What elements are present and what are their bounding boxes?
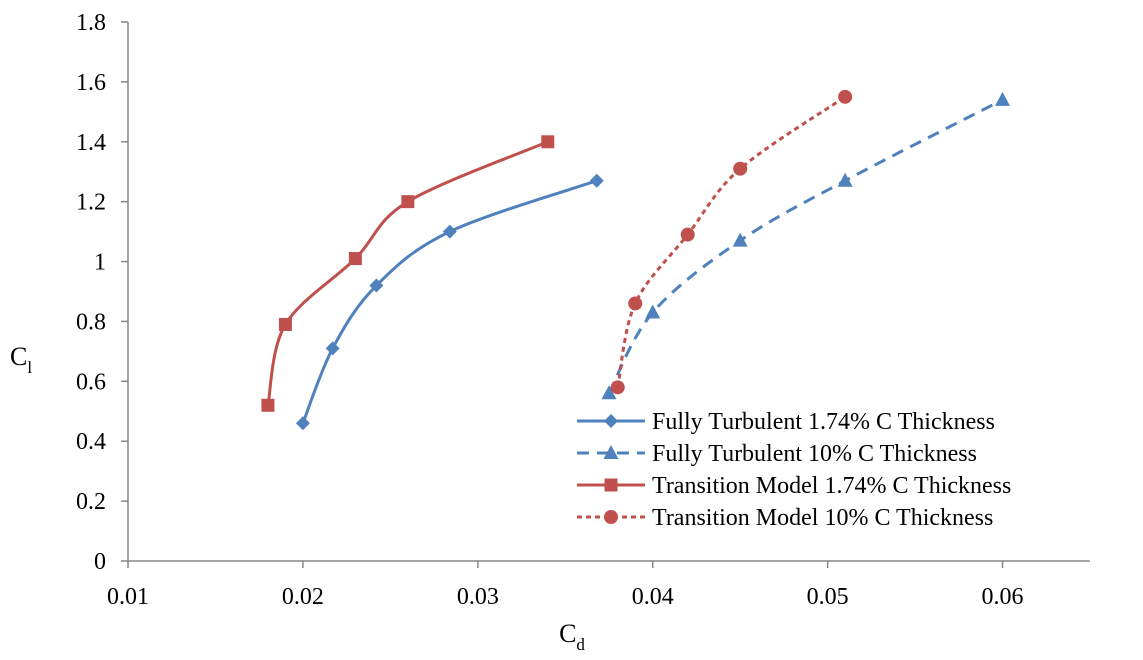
data-point [995, 91, 1011, 106]
data-point [680, 227, 695, 242]
series-3 [261, 135, 555, 412]
y-tick-label: 0 [94, 549, 106, 575]
legend-marker [604, 414, 618, 428]
data-point [442, 224, 457, 239]
data-point [261, 398, 275, 412]
data-point [401, 195, 415, 209]
data-point [838, 89, 853, 104]
legend-label: Fully Turbulent 1.74% C Thickness [652, 409, 995, 435]
legend-item: Transition Model 1.74% C Thickness [577, 473, 1011, 499]
series-line [607, 98, 1004, 395]
series-layer [261, 89, 1011, 431]
series-line [301, 179, 598, 424]
legend-label: Fully Turbulent 10% C Thickness [652, 441, 977, 467]
data-point [837, 172, 853, 187]
legend-marker [603, 445, 619, 459]
series-4 [610, 89, 853, 395]
legend: Fully Turbulent 1.74% C Thickness Fully T… [577, 409, 1011, 531]
data-point [369, 278, 384, 293]
x-tick-label: 0.04 [632, 584, 674, 610]
legend-label: Transition Model 10% C Thickness [652, 505, 993, 531]
legend-item: Fully Turbulent 1.74% C Thickness [577, 409, 995, 435]
data-point [278, 317, 292, 331]
y-tick-label: 1.6 [76, 70, 106, 96]
data-point [541, 135, 555, 149]
x-tick-label: 0.02 [282, 584, 324, 610]
legend-item: Fully Turbulent 10% C Thickness [577, 441, 977, 467]
y-tick-label: 1 [94, 250, 106, 276]
legend-label: Transition Model 1.74% C Thickness [652, 473, 1011, 499]
data-point [610, 380, 625, 395]
data-point [733, 161, 748, 176]
y-axis-title: Cl [10, 342, 32, 377]
y-tick-label: 0.2 [76, 489, 106, 515]
x-axis-title: Cd [559, 619, 585, 654]
x-tick-label: 0.06 [982, 584, 1024, 610]
legend-marker [604, 510, 618, 524]
legend-marker [604, 478, 618, 492]
axis-titles: Cl Cd [10, 342, 585, 654]
y-tick-label: 0.4 [76, 429, 106, 455]
legend-item: Transition Model 10% C Thickness [577, 505, 993, 531]
data-point [628, 296, 643, 311]
x-tick-label: 0.03 [457, 584, 499, 610]
x-tick-label: 0.05 [807, 584, 849, 610]
y-tick-label: 1.8 [76, 10, 106, 36]
data-point [295, 416, 310, 431]
axes: 0 0.2 0.4 0.6 0.8 1 1.2 1.4 1.6 1.8 0.01 0.02 0.03 0.… [76, 10, 1090, 610]
data-point [325, 341, 340, 356]
data-point [589, 173, 604, 188]
series-2 [601, 91, 1011, 400]
x-tick-label: 0.01 [107, 584, 149, 610]
series-1 [295, 173, 604, 431]
y-tick-label: 1.4 [76, 130, 106, 156]
y-tick-label: 0.8 [76, 309, 106, 335]
data-point [601, 385, 617, 400]
series-line [616, 95, 846, 388]
y-tick-label: 1.2 [76, 190, 106, 216]
series-line [266, 140, 549, 406]
data-point [348, 252, 362, 266]
data-point [645, 304, 661, 319]
y-tick-label: 0.6 [76, 369, 106, 395]
data-point [732, 232, 748, 247]
